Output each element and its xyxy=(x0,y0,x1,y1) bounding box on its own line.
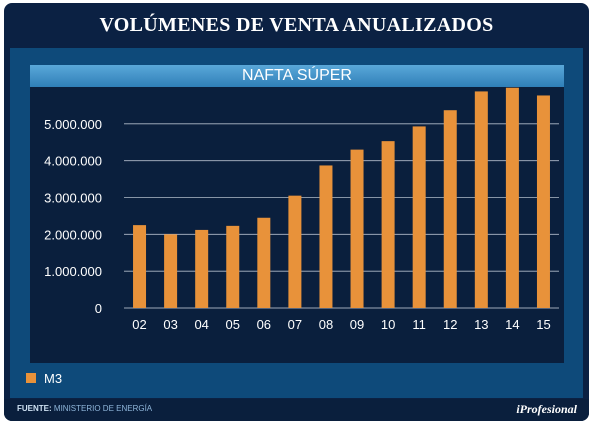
x-tick-label: 03 xyxy=(163,317,177,332)
source-note: FUENTE: MINISTERIO DE ENERGÍA xyxy=(17,404,152,413)
source-label: FUENTE: xyxy=(17,404,52,413)
x-tick-label: 10 xyxy=(381,317,395,332)
bar xyxy=(288,195,302,308)
y-tick-label: 3.000.000 xyxy=(44,191,102,206)
bar xyxy=(474,91,488,308)
y-tick-label: 5.000.000 xyxy=(44,117,102,132)
bar xyxy=(350,149,364,308)
x-tick-label: 04 xyxy=(194,317,208,332)
x-tick-label: 13 xyxy=(474,317,488,332)
x-tick-label: 09 xyxy=(350,317,364,332)
bar xyxy=(319,165,333,308)
x-tick-label: 02 xyxy=(132,317,146,332)
bar xyxy=(257,217,271,308)
y-tick-label: 0 xyxy=(95,301,102,316)
x-tick-label: 15 xyxy=(536,317,550,332)
x-tick-label: 05 xyxy=(226,317,240,332)
chart-main-title: VOLÚMENES DE VENTA ANUALIZADOS xyxy=(99,14,494,36)
legend-label: M3 xyxy=(44,370,63,386)
y-tick-label: 2.000.000 xyxy=(44,227,102,242)
bar xyxy=(412,126,426,308)
bar xyxy=(505,87,519,308)
legend: M3 xyxy=(26,370,62,386)
x-tick-label: 14 xyxy=(505,317,519,332)
x-tick-label: 07 xyxy=(288,317,302,332)
y-tick-label: 1.000.000 xyxy=(44,264,102,279)
y-tick-label: 4.000.000 xyxy=(44,154,102,169)
bar xyxy=(164,234,178,308)
bar-chart: 0 1.000.000 2.000.000 3.000.000 4.000.000 5.0… xyxy=(44,87,559,332)
chart-subtitle: NAFTA SÚPER xyxy=(30,65,564,87)
bar xyxy=(195,229,209,308)
x-tick-label: 12 xyxy=(443,317,457,332)
bar xyxy=(381,141,395,308)
footer: FUENTE: MINISTERIO DE ENERGÍA iProfesion… xyxy=(4,399,589,421)
source-text: MINISTERIO DE ENERGÍA xyxy=(53,404,153,413)
x-tick-label: 08 xyxy=(319,317,333,332)
x-tick-label: 11 xyxy=(412,317,426,332)
bar xyxy=(133,225,147,308)
bar xyxy=(443,110,457,308)
bar xyxy=(226,225,240,308)
x-tick-label: 06 xyxy=(257,317,271,332)
chart-frame: VOLÚMENES DE VENTA ANUALIZADOS NAFTA SÚP… xyxy=(4,3,589,421)
bar xyxy=(536,95,550,308)
brand-logo: iProfesional xyxy=(516,402,577,416)
legend-swatch xyxy=(26,373,36,383)
